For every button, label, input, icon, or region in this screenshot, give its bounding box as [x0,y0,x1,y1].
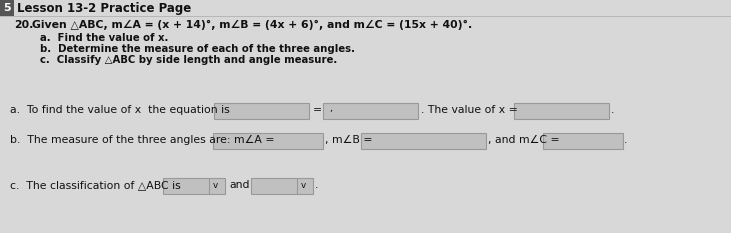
Text: 20.: 20. [14,20,34,30]
Text: v: v [300,181,306,190]
Text: Given △ABC, m∠A = (x + 14)°, m∠B = (4x + 6)°, and m∠C = (15x + 40)°.: Given △ABC, m∠A = (x + 14)°, m∠B = (4x +… [32,20,472,30]
Text: Lesson 13-2 Practice Page: Lesson 13-2 Practice Page [17,2,192,15]
FancyBboxPatch shape [361,133,486,149]
FancyBboxPatch shape [213,133,323,149]
Text: .: . [624,135,627,145]
Text: b.  Determine the measure of each of the three angles.: b. Determine the measure of each of the … [40,44,355,54]
FancyBboxPatch shape [543,133,623,149]
FancyBboxPatch shape [251,178,313,194]
Text: a.  Find the value of x.: a. Find the value of x. [40,33,168,43]
FancyBboxPatch shape [163,178,225,194]
Text: 5: 5 [3,3,11,13]
Text: ,: , [329,104,332,113]
Text: v: v [213,181,218,190]
Text: a.  To find the value of x  the equation is: a. To find the value of x the equation i… [10,105,230,115]
Text: .: . [611,105,614,115]
Text: . The value of x =: . The value of x = [421,105,518,115]
Text: c.  Classify △ABC by side length and angle measure.: c. Classify △ABC by side length and angl… [40,55,337,65]
Text: , and m∠C =: , and m∠C = [488,135,560,145]
Text: , m∠B =: , m∠B = [325,135,373,145]
Text: b.  The measure of the three angles are: m∠A =: b. The measure of the three angles are: … [10,135,275,145]
Text: and: and [229,180,249,190]
FancyBboxPatch shape [514,103,609,119]
FancyBboxPatch shape [214,103,309,119]
FancyBboxPatch shape [323,103,418,119]
Text: .: . [315,180,319,190]
Text: c.  The classification of △ABC is: c. The classification of △ABC is [10,180,181,190]
FancyBboxPatch shape [0,0,14,16]
Text: =: = [313,105,322,115]
